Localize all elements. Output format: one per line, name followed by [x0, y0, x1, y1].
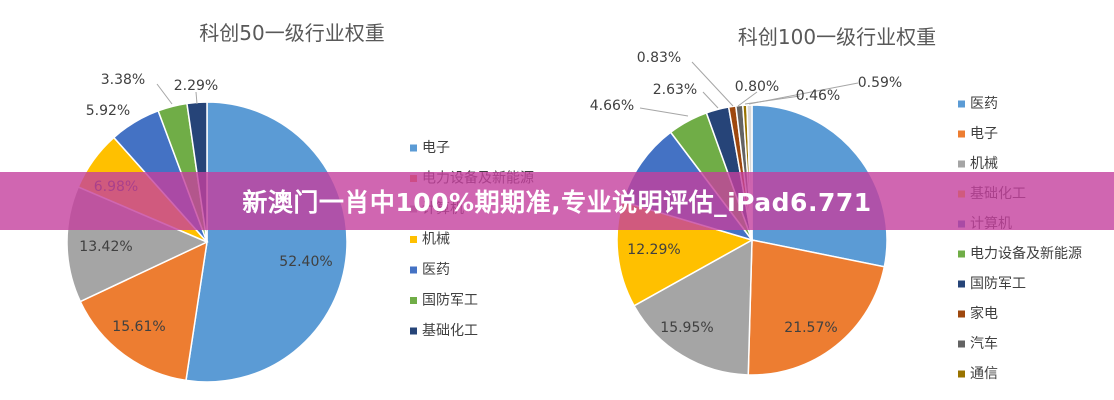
- leader-line: [737, 91, 758, 107]
- legend-label: 通信: [970, 366, 998, 382]
- legend-label: 电力设备及新能源: [970, 245, 1082, 262]
- chart-title: 科创100一级行业权重: [738, 25, 936, 49]
- chart-title: 科创50一级行业权重: [199, 21, 384, 45]
- data-label: 5.92%: [86, 103, 130, 119]
- legend-label: 机械: [970, 156, 998, 172]
- pie-slice: [633, 238, 753, 376]
- data-label: 21.57%: [784, 320, 837, 336]
- leader-line: [691, 61, 734, 107]
- legend-marker: [958, 310, 965, 318]
- pie-slice: [747, 239, 886, 376]
- data-label: 2.63%: [653, 82, 697, 98]
- legend-label: 国防军工: [422, 293, 478, 309]
- legend-label: 机械: [422, 232, 450, 248]
- data-label: 0.83%: [637, 50, 681, 66]
- data-label: 15.95%: [660, 320, 713, 336]
- leader-line: [156, 83, 173, 105]
- pie-slice: [79, 240, 208, 382]
- legend-marker: [958, 340, 965, 348]
- overlay-banner: 新澳门一肖中100%期期准,专业说明评估_iPad6.771: [0, 172, 1114, 230]
- legend-marker: [958, 370, 965, 378]
- data-label: 15.61%: [112, 319, 165, 335]
- pie-slice: [185, 101, 348, 383]
- data-label: 52.40%: [279, 254, 332, 270]
- data-label: 13.42%: [79, 239, 132, 255]
- legend-marker: [958, 160, 965, 168]
- leader-line: [639, 107, 689, 117]
- data-label: 4.66%: [590, 98, 634, 114]
- legend-marker: [958, 250, 965, 258]
- data-label: 3.38%: [101, 72, 145, 88]
- legend-label: 电子: [422, 140, 450, 156]
- leader-line: [702, 91, 719, 109]
- legend-marker: [958, 100, 965, 108]
- legend-marker: [410, 266, 417, 274]
- legend-marker: [410, 327, 417, 335]
- legend-marker: [410, 297, 417, 304]
- legend-label: 国防军工: [970, 276, 1026, 292]
- data-label: 2.29%: [174, 78, 218, 94]
- legend-label: 电子: [970, 126, 998, 142]
- leader-line: [195, 91, 198, 105]
- data-label: 0.59%: [858, 75, 902, 91]
- leader-line: [748, 82, 859, 105]
- legend-label: 汽车: [970, 335, 998, 352]
- legend-marker: [410, 236, 417, 243]
- data-label: 12.29%: [627, 242, 680, 258]
- legend-label: 家电: [970, 305, 998, 322]
- legend-label: 医药: [970, 96, 998, 112]
- data-label: 0.46%: [796, 88, 840, 104]
- legend-marker: [958, 280, 965, 288]
- data-label: 0.80%: [735, 79, 779, 95]
- legend-marker: [958, 130, 965, 138]
- legend-marker: [410, 144, 417, 152]
- legend-label: 基础化工: [422, 322, 478, 339]
- legend-label: 医药: [422, 262, 450, 278]
